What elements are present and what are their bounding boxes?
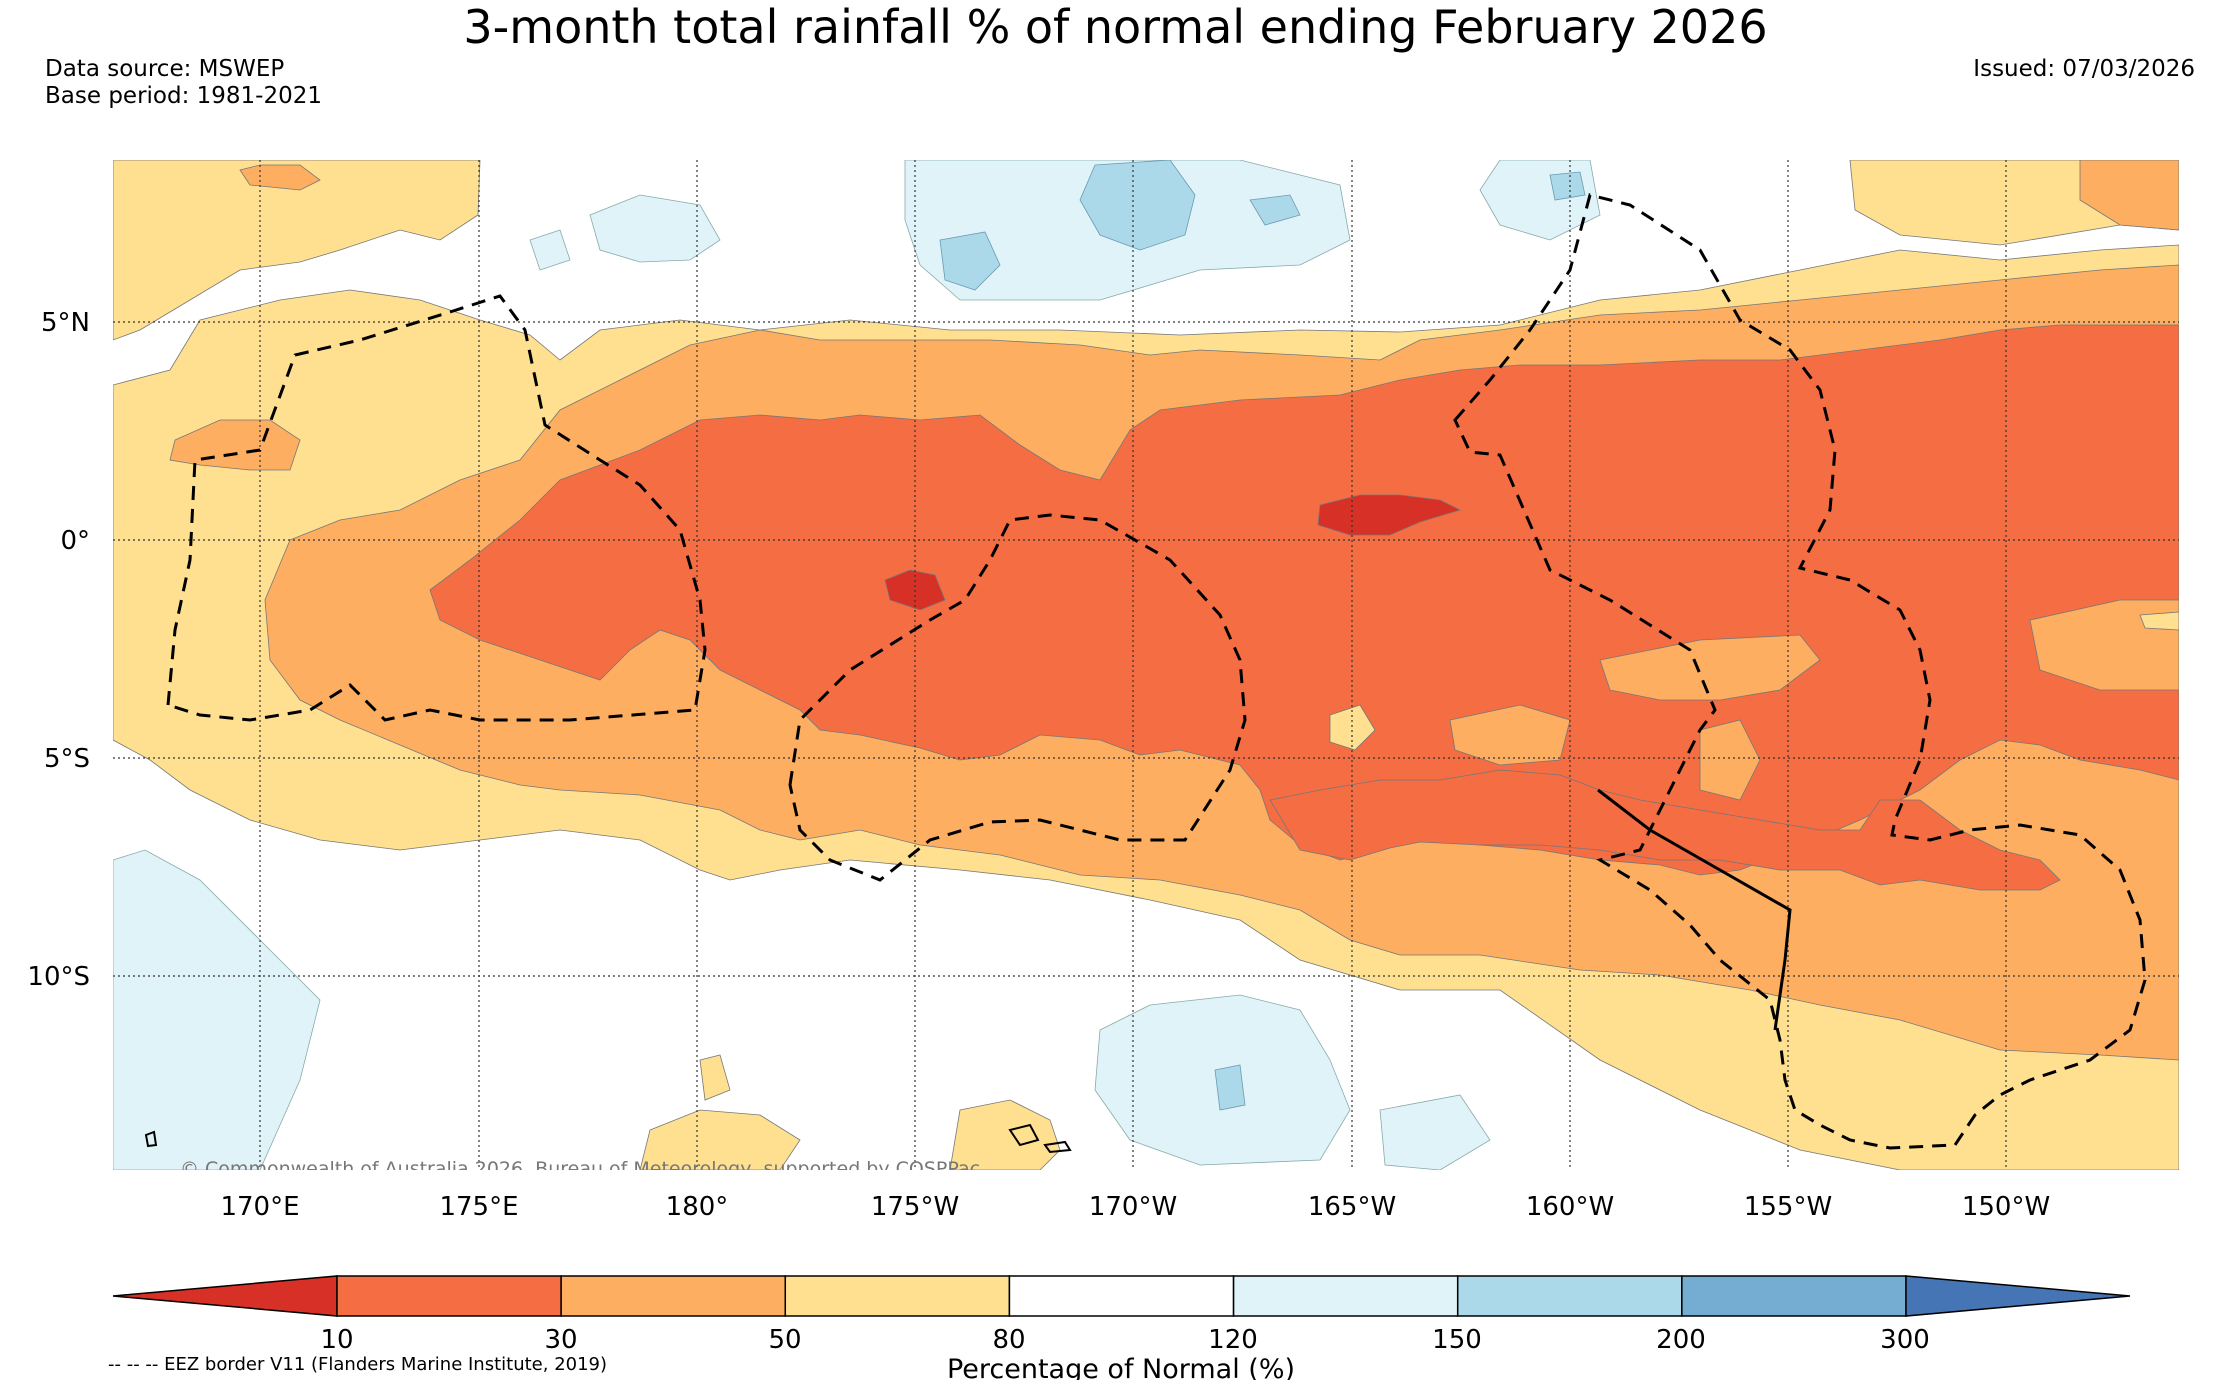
colorbar-segment: [784, 1275, 1011, 1317]
base-period: Base period: 1981-2021: [45, 83, 323, 109]
lat-label: 0°: [60, 526, 90, 556]
lon-label: 175°E: [439, 1192, 518, 1222]
colorbar-tick: 50: [768, 1325, 801, 1355]
region-50-80: [113, 160, 481, 341]
colorbar-group: [112, 1275, 2131, 1317]
region-30-50: [1699, 719, 1761, 801]
region-120-150: [529, 229, 571, 271]
boundary-line: [1597, 788, 1792, 1031]
island-outline: [144, 1130, 158, 1148]
colorbar-segment: [1681, 1275, 1907, 1317]
colorbar-segment: [1456, 1275, 1683, 1317]
region-50-80: [2139, 611, 2179, 631]
colorbar-tick: 200: [1656, 1325, 1706, 1355]
region-30-50: [1599, 634, 1821, 701]
colorbar-tick: 10: [320, 1325, 353, 1355]
colorbar-tick: 300: [1880, 1325, 1930, 1355]
lon-label: 175°W: [871, 1192, 959, 1222]
island-outline: [1043, 1140, 1072, 1154]
colorbar-segment: [560, 1275, 787, 1317]
island-outline: [1008, 1123, 1040, 1147]
eez-border: [166, 193, 2147, 1150]
region-30-50: [2079, 160, 2179, 231]
graticule: [113, 160, 2179, 1170]
region-120-150: [589, 194, 721, 263]
lon-label: 165°W: [1308, 1192, 1396, 1222]
colorbar-tick: 150: [1432, 1325, 1482, 1355]
region-30-50: [1449, 704, 1571, 766]
region-150-200: [1079, 160, 1196, 251]
region-10-30: [1269, 769, 2061, 891]
region-150-200: [1549, 171, 1586, 201]
region-50-80: [1329, 704, 1376, 751]
region-50-80: [699, 1054, 731, 1101]
colorbar-tick: 120: [1208, 1325, 1258, 1355]
region-150-200: [939, 231, 1001, 291]
colorbar-extend-high: [1905, 1275, 2131, 1317]
region-120-150: [1379, 1094, 1491, 1170]
colorbar-tick: 30: [544, 1325, 577, 1355]
issued-date: Issued: 07/03/2026: [1973, 56, 2195, 82]
colorbar-segment: [1232, 1275, 1459, 1317]
region-below-10: [1317, 494, 1462, 536]
copyright-text: © Commonwealth of Australia 2026, Bureau…: [180, 1158, 980, 1180]
region-120-150: [113, 849, 321, 1170]
lon-label: 155°W: [1744, 1192, 1832, 1222]
lat-axis: 5°N 0° 5°S 10°S: [27, 308, 90, 992]
lon-label: 180°: [666, 1192, 729, 1222]
lon-label: 170°E: [220, 1192, 299, 1222]
lon-axis: 170°E 175°E 180° 175°W 170°W 165°W 160°W…: [220, 1192, 2050, 1222]
colorbar-tick: 80: [992, 1325, 1025, 1355]
colorbar-segment: [336, 1275, 562, 1317]
colorbar-segment: [1008, 1275, 1235, 1317]
colorbar-ticks: 10 30 50 80 120 150 200 300: [320, 1325, 1929, 1355]
region-150-200: [1249, 194, 1301, 226]
colorbar-extend-low: [112, 1275, 338, 1317]
lon-label: 170°W: [1089, 1192, 1177, 1222]
eez-legend: -- -- -- EEZ border V11 (Flanders Marine…: [108, 1354, 608, 1375]
lat-label: 5°S: [44, 744, 90, 774]
lon-label: 160°W: [1526, 1192, 1614, 1222]
rainfall-field: © Commonwealth of Australia 2026, Bureau…: [113, 160, 2179, 1180]
lon-label: 150°W: [1962, 1192, 2050, 1222]
region-150-200: [1214, 1064, 1246, 1111]
lat-label: 10°S: [27, 962, 90, 992]
data-source: Data source: MSWEP: [45, 56, 285, 82]
map-title: 3-month total rainfall % of normal endin…: [463, 0, 1768, 54]
metadata-left: Data source: MSWEP Base period: 1981-202…: [45, 56, 322, 110]
region-30-50: [2029, 599, 2179, 691]
lat-label: 5°N: [41, 308, 90, 338]
region-50-80: [639, 1109, 801, 1170]
colorbar-label: Percentage of Normal (%): [947, 1354, 1295, 1380]
